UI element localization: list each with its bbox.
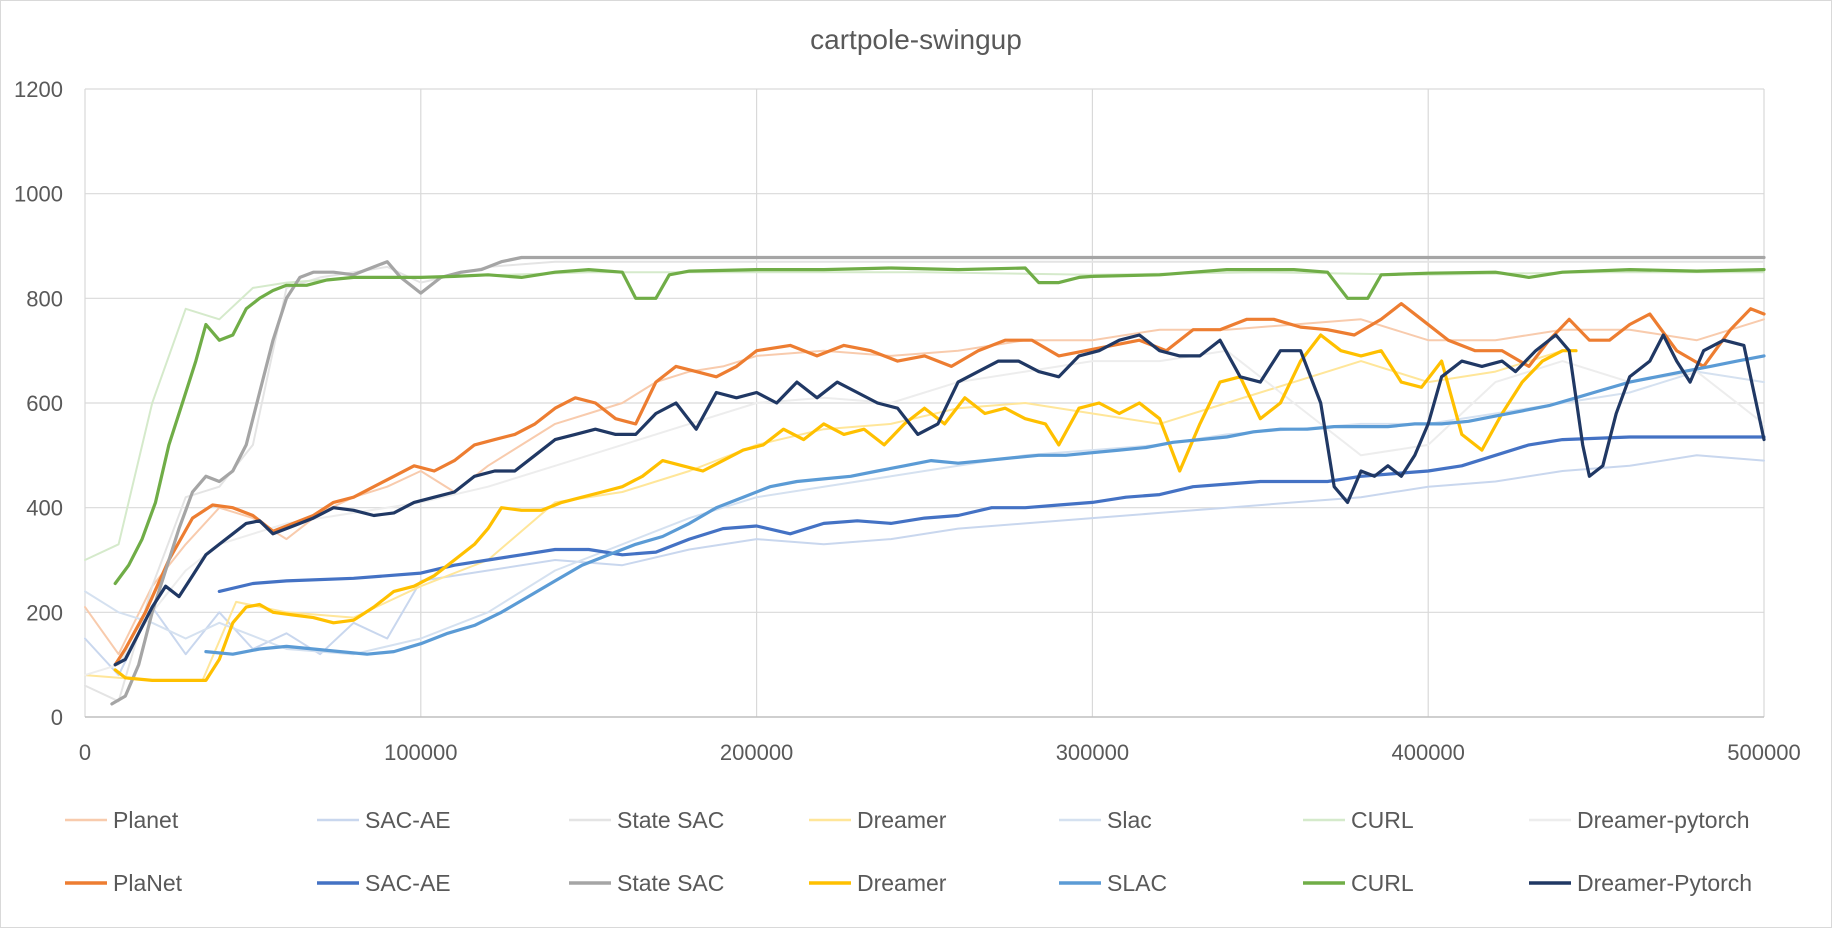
y-tick-label: 1200	[14, 77, 63, 102]
y-tick-label: 800	[26, 286, 63, 311]
series-line-13	[113, 333, 1766, 667]
series-line-10	[113, 333, 1578, 683]
gridlines	[84, 88, 1765, 717]
series-line-2	[84, 260, 1765, 703]
x-tick-label: 300000	[1056, 740, 1129, 765]
x-tick-label: 500000	[1727, 740, 1800, 765]
y-tick-label: 200	[26, 600, 63, 625]
x-tick-label: 400000	[1391, 740, 1464, 765]
x-tick-label: 100000	[384, 740, 457, 765]
series-line-11	[204, 354, 1766, 656]
x-tick-label: 0	[79, 740, 91, 765]
legend-label: SAC-AE	[365, 807, 451, 833]
series-line-3	[84, 349, 1564, 682]
y-tick-label: 0	[51, 705, 63, 730]
series-line-12	[113, 266, 1766, 586]
series-line-8	[217, 435, 1766, 594]
y-tick-label: 600	[26, 391, 63, 416]
chart-title: cartpole-swingup	[810, 24, 1022, 55]
legend-label: Dreamer	[857, 807, 947, 833]
legend-label: SAC-AE	[365, 870, 451, 896]
series-line-4	[84, 370, 1765, 656]
legend-label: State SAC	[617, 870, 724, 896]
legend-label: CURL	[1351, 870, 1414, 896]
legend-label: SLAC	[1107, 870, 1167, 896]
legend-label: PlaNet	[113, 870, 183, 896]
x-tick-label: 200000	[720, 740, 793, 765]
legend-label: Slac	[1107, 807, 1152, 833]
legend-label: Dreamer	[857, 870, 947, 896]
legend-label: Dreamer-pytorch	[1577, 807, 1750, 833]
series-line-9	[110, 255, 1766, 706]
series-lines	[84, 255, 1766, 706]
legend: Planet SAC-AE State SAC Dreamer Slac CURL Drea…	[65, 807, 1752, 896]
legend-label: Planet	[113, 807, 179, 833]
y-tick-label: 1000	[14, 182, 63, 207]
legend-label: Dreamer-Pytorch	[1577, 870, 1752, 896]
legend-label: State SAC	[617, 807, 724, 833]
legend-label: CURL	[1351, 807, 1414, 833]
y-tick-label: 400	[26, 496, 63, 521]
axes: 0 200 400 600 800 1000 1200 0 100000 200000 300000…	[14, 77, 1801, 765]
series-line-7	[113, 302, 1766, 667]
series-line-1	[84, 454, 1765, 677]
